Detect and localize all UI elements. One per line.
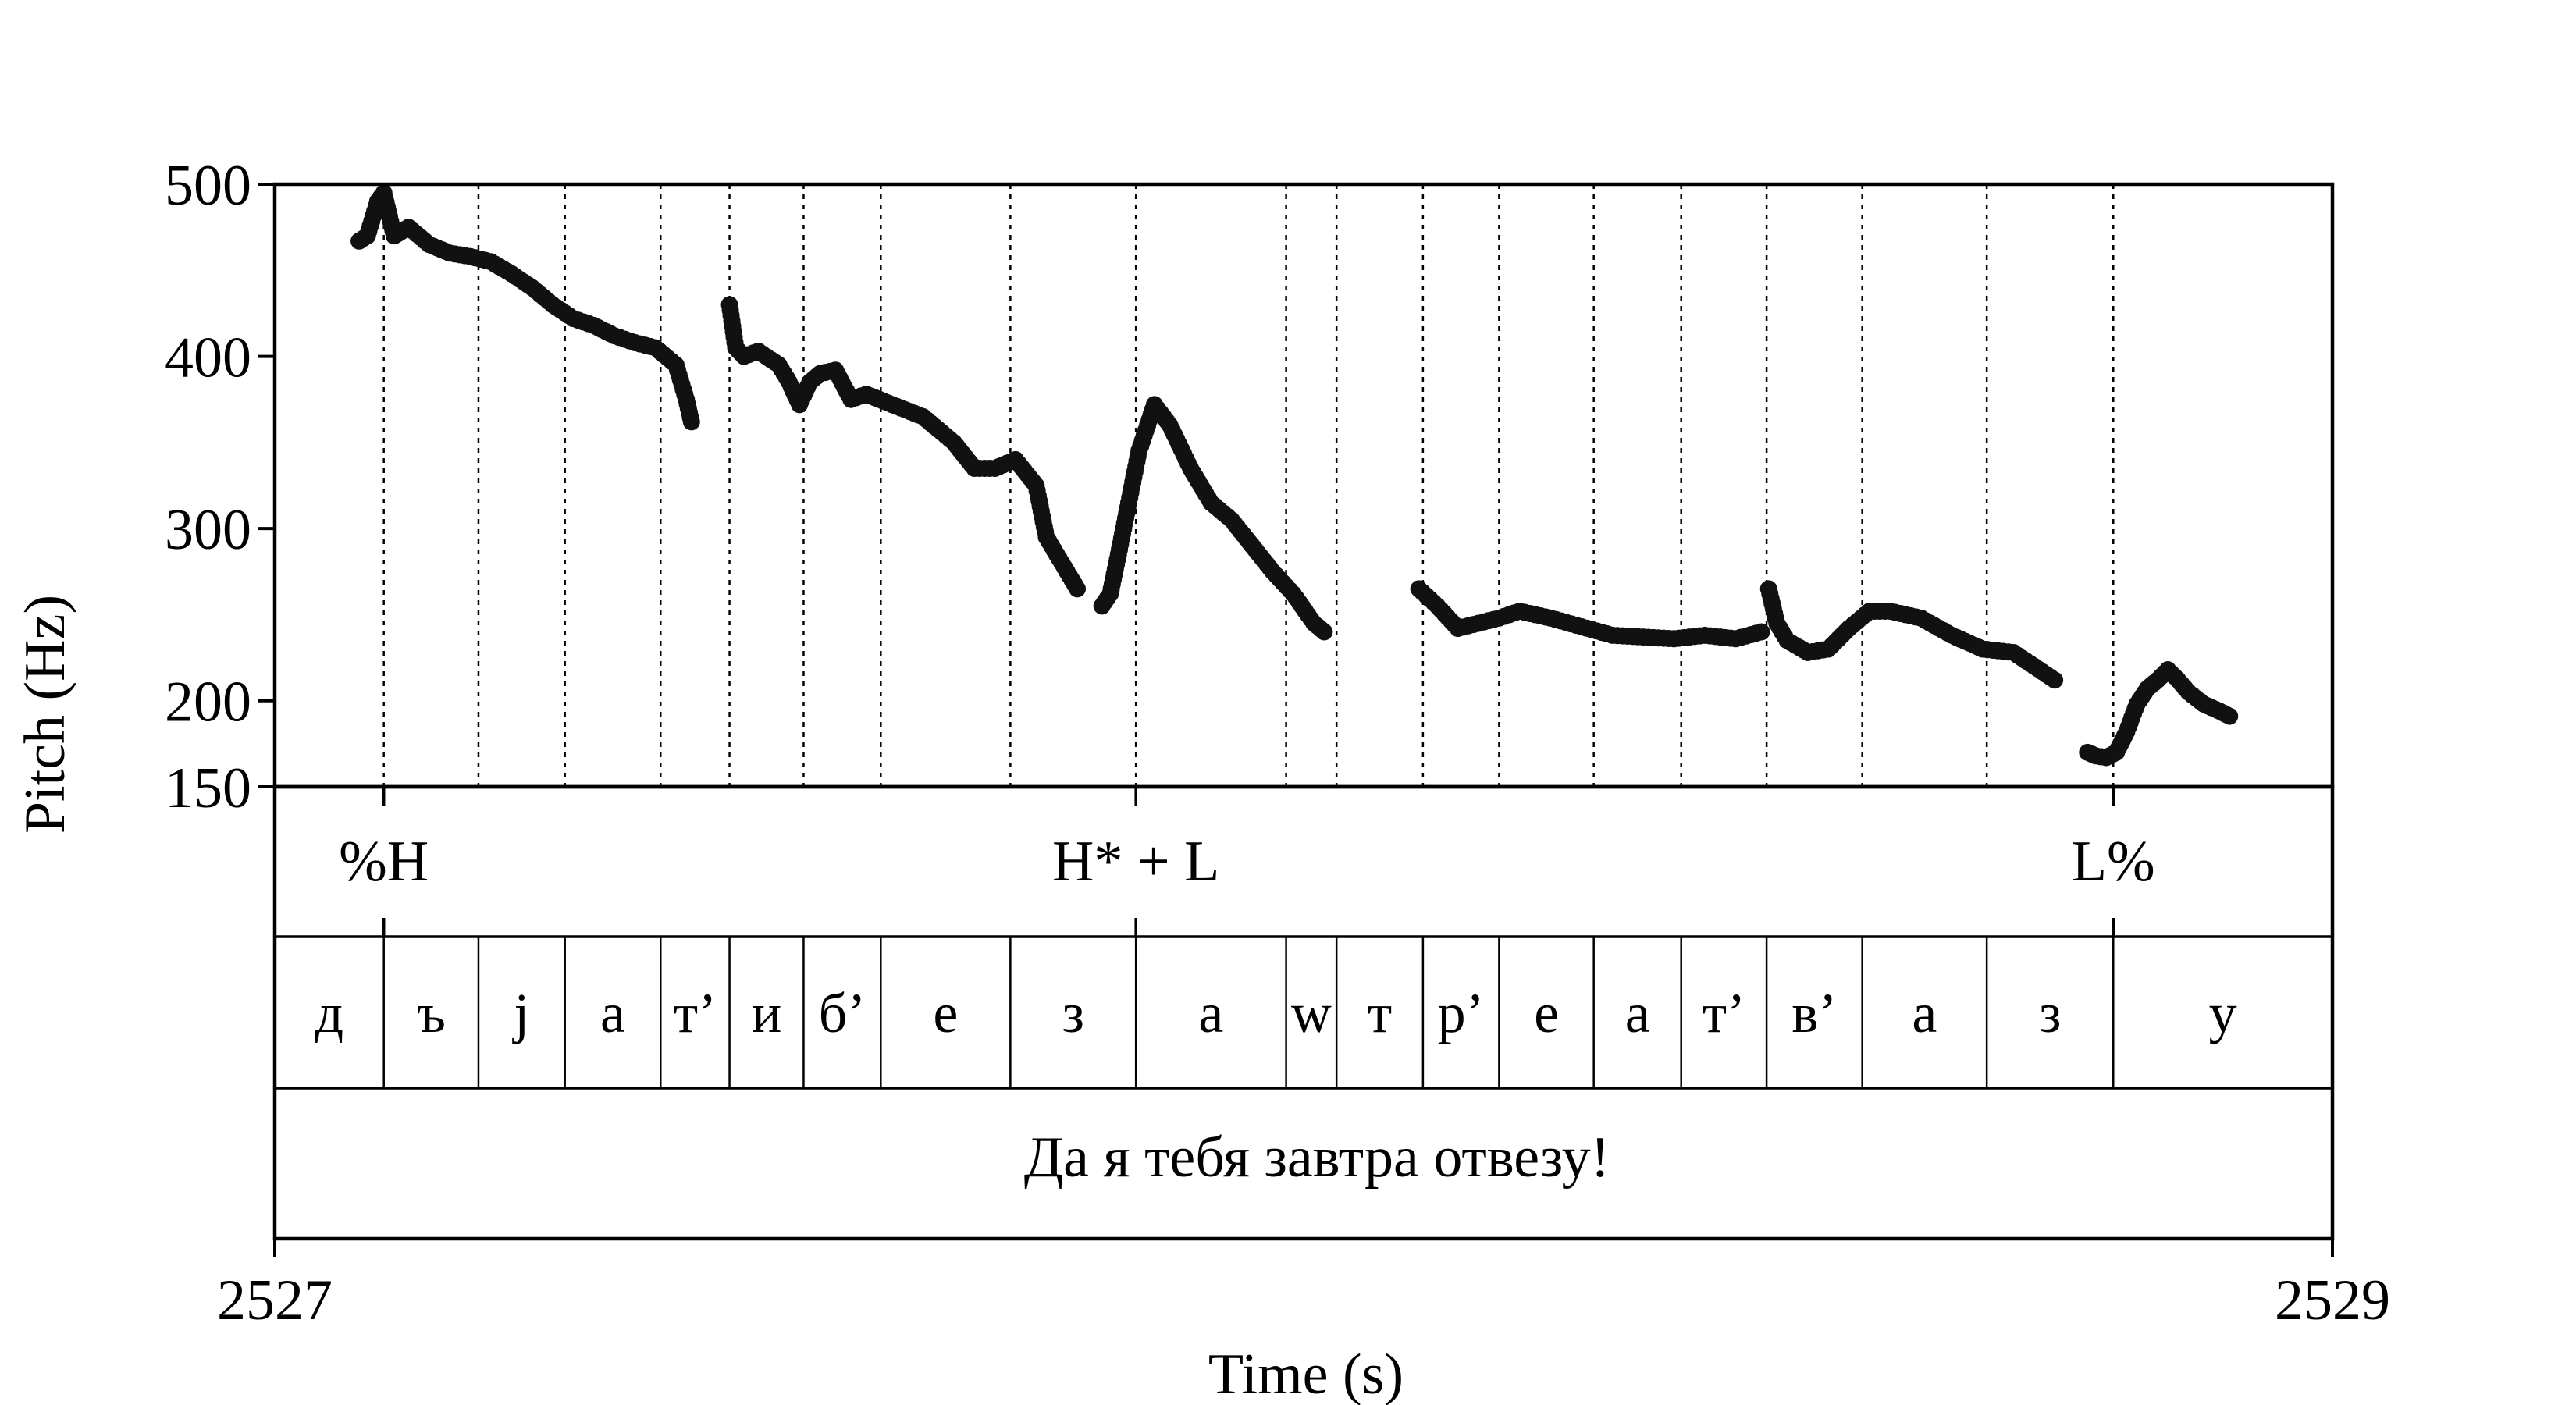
tone-label: %H	[339, 830, 429, 894]
phone-label: р’	[1438, 982, 1485, 1044]
phone-label: т’	[674, 982, 717, 1044]
phone-label: а	[1625, 982, 1650, 1044]
pitch-point	[682, 413, 700, 431]
phone-label: з	[1062, 982, 1084, 1044]
y-tick-label: 200	[165, 670, 251, 735]
phone-label: j	[511, 982, 529, 1044]
phone-label: а	[1198, 982, 1223, 1044]
pitch-point	[1752, 623, 1770, 641]
tone-label: H* + L	[1052, 830, 1219, 894]
y-axis-label: Pitch (Hz)	[13, 595, 77, 834]
tone-tier: %H H* + L L%	[339, 787, 2155, 937]
x-tick-label-start: 2527	[217, 1268, 333, 1332]
phone-label: з	[2039, 982, 2061, 1044]
x-tick-label-end: 2529	[2275, 1268, 2390, 1332]
phone-label: у	[2209, 982, 2237, 1044]
phone-label: w	[1291, 982, 1332, 1044]
sentence-text: Да я тебя завтра отвезу!	[1024, 1126, 1610, 1190]
pitch-points	[350, 184, 2239, 767]
pitch-panel-frame	[272, 182, 2335, 789]
chart-frames	[272, 182, 2335, 1241]
phone-label: ъ	[417, 982, 446, 1044]
phone-label: и	[752, 982, 782, 1044]
pitch-point	[2221, 707, 2239, 725]
phone-label: д	[315, 982, 344, 1044]
phone-label: т’	[1703, 982, 1745, 1044]
axis-ticks: 500 400 300 200 150	[165, 154, 2334, 1257]
phone-label: е	[1534, 982, 1559, 1044]
y-tick-label: 150	[165, 756, 251, 820]
y-tick-label: 400	[165, 326, 251, 390]
pitch-point	[1069, 580, 1087, 598]
tiers-frame	[272, 784, 2335, 1241]
phone-label: т	[1368, 982, 1392, 1044]
phone-tier: д ъ j а т’ и б’ е з а w т р’ е а т’ в’ а з у	[315, 937, 2237, 1088]
tone-label: L%	[2072, 830, 2155, 894]
y-tick-label: 500	[165, 154, 251, 218]
phone-label: а	[600, 982, 625, 1044]
x-axis-label: Time (s)	[1208, 1343, 1404, 1405]
y-tick-label: 300	[165, 498, 251, 562]
pitch-point	[2046, 671, 2064, 689]
segment-guides	[382, 184, 2115, 787]
pitch-point	[1315, 623, 1333, 641]
phone-label: е	[933, 982, 958, 1044]
phone-label: в’	[1791, 982, 1837, 1044]
phone-label: б’	[819, 982, 866, 1044]
phone-label: а	[1912, 982, 1937, 1044]
